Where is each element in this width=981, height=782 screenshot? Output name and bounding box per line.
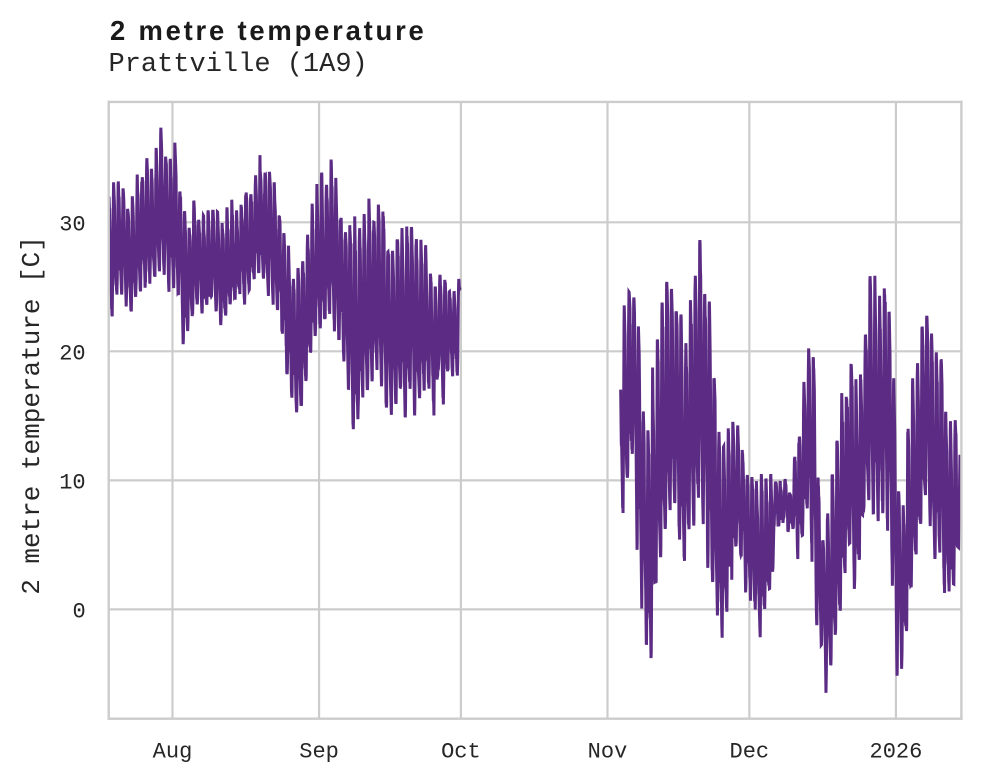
svg-text:10: 10 xyxy=(59,470,85,495)
svg-text:30: 30 xyxy=(59,212,85,237)
svg-text:0: 0 xyxy=(72,599,85,624)
svg-text:Nov: Nov xyxy=(588,740,628,765)
svg-text:Aug: Aug xyxy=(153,740,193,765)
svg-text:2 metre temperature [C]: 2 metre temperature [C] xyxy=(17,236,47,595)
svg-text:20: 20 xyxy=(59,341,85,366)
svg-text:Sep: Sep xyxy=(299,740,339,765)
svg-text:2026: 2026 xyxy=(870,740,923,765)
svg-text:Oct: Oct xyxy=(441,740,481,765)
svg-text:Dec: Dec xyxy=(730,740,770,765)
